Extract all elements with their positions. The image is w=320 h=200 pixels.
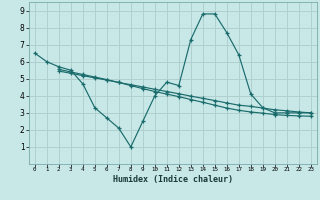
X-axis label: Humidex (Indice chaleur): Humidex (Indice chaleur) (113, 175, 233, 184)
